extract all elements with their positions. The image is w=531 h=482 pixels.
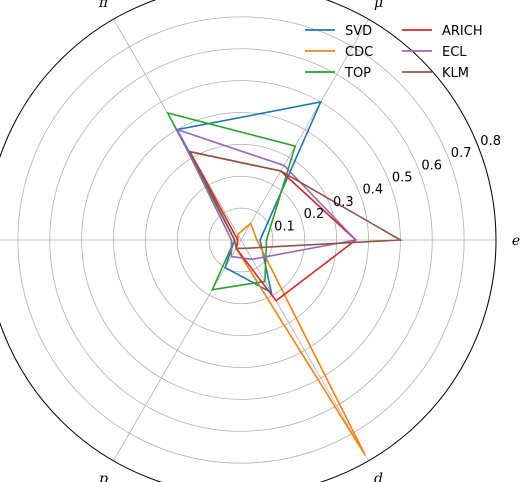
legend-label: CDC bbox=[345, 45, 373, 60]
r-tick-label: 0.7 bbox=[451, 146, 472, 161]
legend-item-arich: ARICH bbox=[402, 24, 483, 39]
r-tick-label: 0.5 bbox=[392, 171, 413, 186]
label-layer: 0.10.20.30.40.50.60.70.8eμπKpd bbox=[98, 0, 520, 482]
r-tick-label: 0.3 bbox=[333, 195, 354, 210]
legend-item-cdc: CDC bbox=[305, 45, 373, 60]
r-tick-label: 0.8 bbox=[480, 134, 501, 149]
polar-frame bbox=[0, 0, 497, 482]
axis-label-5: d bbox=[374, 471, 383, 482]
legend-item-ecl: ECL bbox=[402, 45, 467, 60]
axis-label-0: e bbox=[512, 233, 520, 249]
legend: SVD CDC TOP ARICH ECL KLM bbox=[305, 24, 483, 81]
grid-spoke bbox=[240, 18, 369, 241]
r-tick-label: 0.1 bbox=[274, 219, 295, 234]
axis-label-1: μ bbox=[374, 0, 383, 11]
legend-item-klm: KLM bbox=[402, 66, 469, 81]
series-line-klm bbox=[188, 150, 404, 250]
r-tick-label: 0.6 bbox=[421, 158, 442, 173]
series-line-arich bbox=[188, 150, 358, 302]
legend-item-svd: SVD bbox=[305, 24, 372, 39]
legend-label: SVD bbox=[345, 24, 372, 39]
series-layer bbox=[166, 100, 404, 456]
grid-spoke bbox=[113, 239, 242, 462]
legend-item-top: TOP bbox=[305, 66, 371, 81]
axis-label-4: p bbox=[99, 471, 108, 482]
legend-label: KLM bbox=[442, 66, 469, 81]
series-line-top bbox=[166, 111, 297, 291]
axis-label-2: π bbox=[98, 0, 109, 11]
polar-grid bbox=[0, 0, 497, 482]
series-line-ecl bbox=[175, 128, 358, 261]
legend-label: ARICH bbox=[442, 24, 483, 39]
legend-label: ECL bbox=[442, 45, 467, 60]
r-tick-label: 0.4 bbox=[363, 183, 384, 198]
legend-label: TOP bbox=[344, 66, 371, 81]
grid-spoke bbox=[240, 239, 369, 462]
r-tick-label: 0.2 bbox=[304, 207, 325, 222]
